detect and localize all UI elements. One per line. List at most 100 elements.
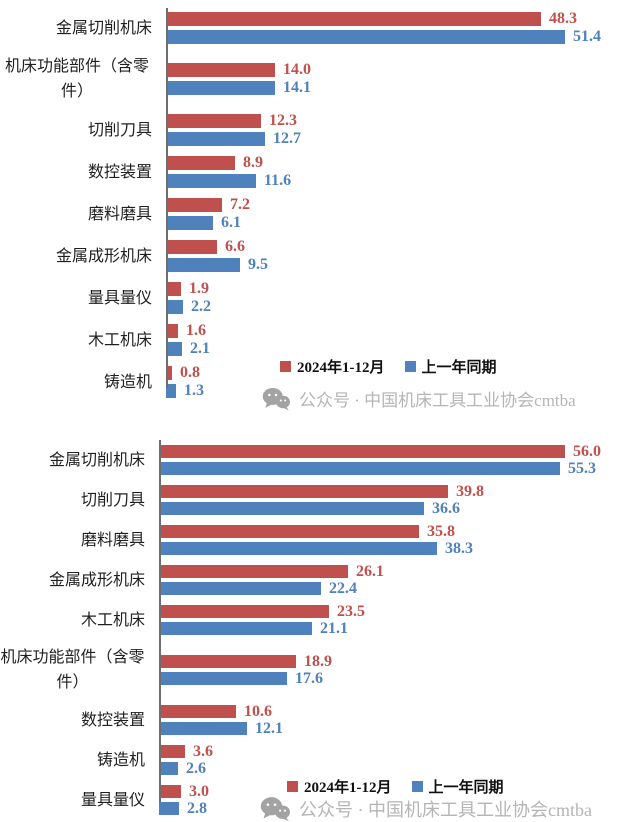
chart-row: 铸造机 3.6 2.6 [0, 740, 624, 780]
bar-value-label: 38.3 [445, 539, 473, 557]
bar-line: 39.8 [159, 483, 624, 500]
bar-group: 10.6 12.1 [159, 702, 624, 737]
category-label-cell: 切削刀具 [0, 488, 159, 513]
bar-value-label: 55.3 [568, 459, 596, 477]
bar-prior-period [159, 722, 247, 735]
bar-line: 6.1 [166, 214, 624, 231]
legend-item-prior: 上一年同期 [404, 356, 497, 377]
bar-prior-period [159, 542, 437, 555]
category-label: 量具量仪 [80, 791, 145, 809]
bar-value-label: 9.5 [248, 256, 268, 273]
category-label-cell: 机床功能部件（含零件） [0, 54, 166, 104]
bar-group: 56.0 55.3 [159, 443, 624, 477]
bar-value-label: 26.1 [356, 562, 384, 580]
category-label-cell: 金属成形机床 [0, 568, 159, 593]
bar-line: 6.6 [166, 238, 624, 255]
bar-current-period [159, 565, 348, 578]
bar-current-period [166, 366, 172, 380]
chart-row: 数控装置 8.9 11.6 [0, 151, 624, 193]
category-label: 铸造机 [96, 751, 145, 769]
bar-value-label: 3.0 [189, 782, 209, 800]
bar-value-label: 17.6 [295, 669, 323, 687]
bar-value-label: 22.4 [329, 579, 357, 597]
wechat-icon [260, 796, 290, 822]
category-label-cell: 铸造机 [0, 748, 159, 773]
category-label-cell: 金属切削机床 [0, 448, 159, 473]
y-axis-line [166, 8, 168, 388]
bar-current-period [159, 745, 185, 758]
bar-prior-period [166, 300, 183, 314]
category-label: 木工机床 [87, 331, 152, 349]
bar-line: 2.1 [166, 340, 624, 357]
bottom-bar-chart: 金属切削机床 56.0 55.3 切削刀具 39.8 36.6 磨料磨具 35.8 38.3 金属… [0, 430, 624, 822]
bar-value-label: 51.4 [573, 28, 601, 45]
bar-line: 22.4 [159, 579, 624, 597]
bar-value-label: 0.8 [180, 364, 200, 381]
bar-line: 1.6 [166, 322, 624, 339]
chart-row: 量具量仪 1.9 2.2 [0, 277, 624, 319]
chart-row: 机床功能部件（含零件） 18.9 17.6 [0, 640, 624, 700]
bar-line: 36.6 [159, 500, 624, 517]
bar-line: 23.5 [159, 603, 624, 620]
chart-row: 切削刀具 39.8 36.6 [0, 480, 624, 520]
category-label-cell: 机床功能部件（含零件） [0, 645, 159, 695]
bar-line: 10.6 [159, 702, 624, 720]
bar-line: 14.1 [166, 79, 624, 96]
legend-swatch-red [287, 781, 298, 792]
category-label: 金属成形机床 [48, 571, 145, 589]
bar-line: 12.1 [159, 720, 624, 737]
chart-row: 金属成形机床 26.1 22.4 [0, 560, 624, 600]
bar-value-label: 12.3 [269, 112, 297, 129]
chart-legend: 2024年1-12月 上一年同期 [280, 356, 497, 377]
legend-label-current: 2024年1-12月 [297, 360, 385, 376]
category-label: 金属切削机床 [55, 19, 152, 37]
bar-value-label: 2.2 [191, 298, 211, 315]
bar-current-period [166, 198, 222, 212]
bar-line: 17.6 [159, 669, 624, 687]
bar-group: 8.9 11.6 [166, 154, 624, 189]
watermark: 公众号 · 中国机床工具工业协会cmtba [262, 386, 576, 411]
watermark-text: 公众号 · 中国机床工具工业协会cmtba [299, 800, 592, 820]
bar-line: 51.4 [166, 28, 624, 45]
bar-current-period [166, 63, 275, 77]
bar-line: 56.0 [159, 443, 624, 460]
bar-prior-period [159, 462, 560, 475]
bar-line: 26.1 [159, 562, 624, 580]
bar-value-label: 11.6 [264, 172, 292, 189]
category-label-cell: 磨料磨具 [0, 202, 166, 227]
bar-prior-period [166, 81, 275, 95]
bar-value-label: 2.6 [186, 759, 206, 777]
bar-group: 23.5 21.1 [159, 603, 624, 637]
bar-current-period [159, 485, 448, 498]
category-label-cell: 金属成形机床 [0, 244, 166, 269]
bar-value-label: 14.0 [283, 61, 311, 78]
bar-group: 35.8 38.3 [159, 523, 624, 557]
bar-prior-period [166, 132, 265, 146]
chart-legend: 2024年1-12月 上一年同期 [287, 776, 504, 797]
bar-value-label: 8.9 [243, 154, 263, 171]
y-axis-line [159, 440, 161, 802]
category-label: 金属切削机床 [48, 451, 145, 469]
bar-prior-period [166, 342, 182, 356]
chart-row: 木工机床 23.5 21.1 [0, 600, 624, 640]
top-bar-chart: 金属切削机床 48.3 51.4 机床功能部件（含零件） 14.0 14.1 切削刀具 12.… [0, 7, 624, 411]
legend-item-current: 2024年1-12月 [280, 356, 385, 377]
bar-prior-period [159, 582, 321, 595]
bar-line: 18.9 [159, 653, 624, 670]
bar-current-period [159, 525, 419, 538]
bar-line: 8.9 [166, 154, 624, 171]
legend-item-current: 2024年1-12月 [287, 776, 392, 797]
category-label: 机床功能部件（含零件） [4, 58, 149, 100]
bar-value-label: 10.6 [244, 702, 272, 720]
bar-current-period [166, 324, 178, 338]
chart-row: 金属切削机床 56.0 55.3 [0, 440, 624, 480]
bar-line: 12.7 [166, 130, 624, 147]
category-label-cell: 数控装置 [0, 708, 159, 733]
chart-plot-area: 金属切削机床 48.3 51.4 机床功能部件（含零件） 14.0 14.1 切削刀具 12.… [0, 7, 624, 403]
bar-line: 35.8 [159, 523, 624, 540]
bar-group: 1.9 2.2 [166, 280, 624, 315]
bar-value-label: 1.3 [184, 382, 204, 399]
category-label-cell: 切削刀具 [0, 118, 166, 143]
category-label: 切削刀具 [80, 491, 145, 509]
chart-row: 机床功能部件（含零件） 14.0 14.1 [0, 49, 624, 109]
